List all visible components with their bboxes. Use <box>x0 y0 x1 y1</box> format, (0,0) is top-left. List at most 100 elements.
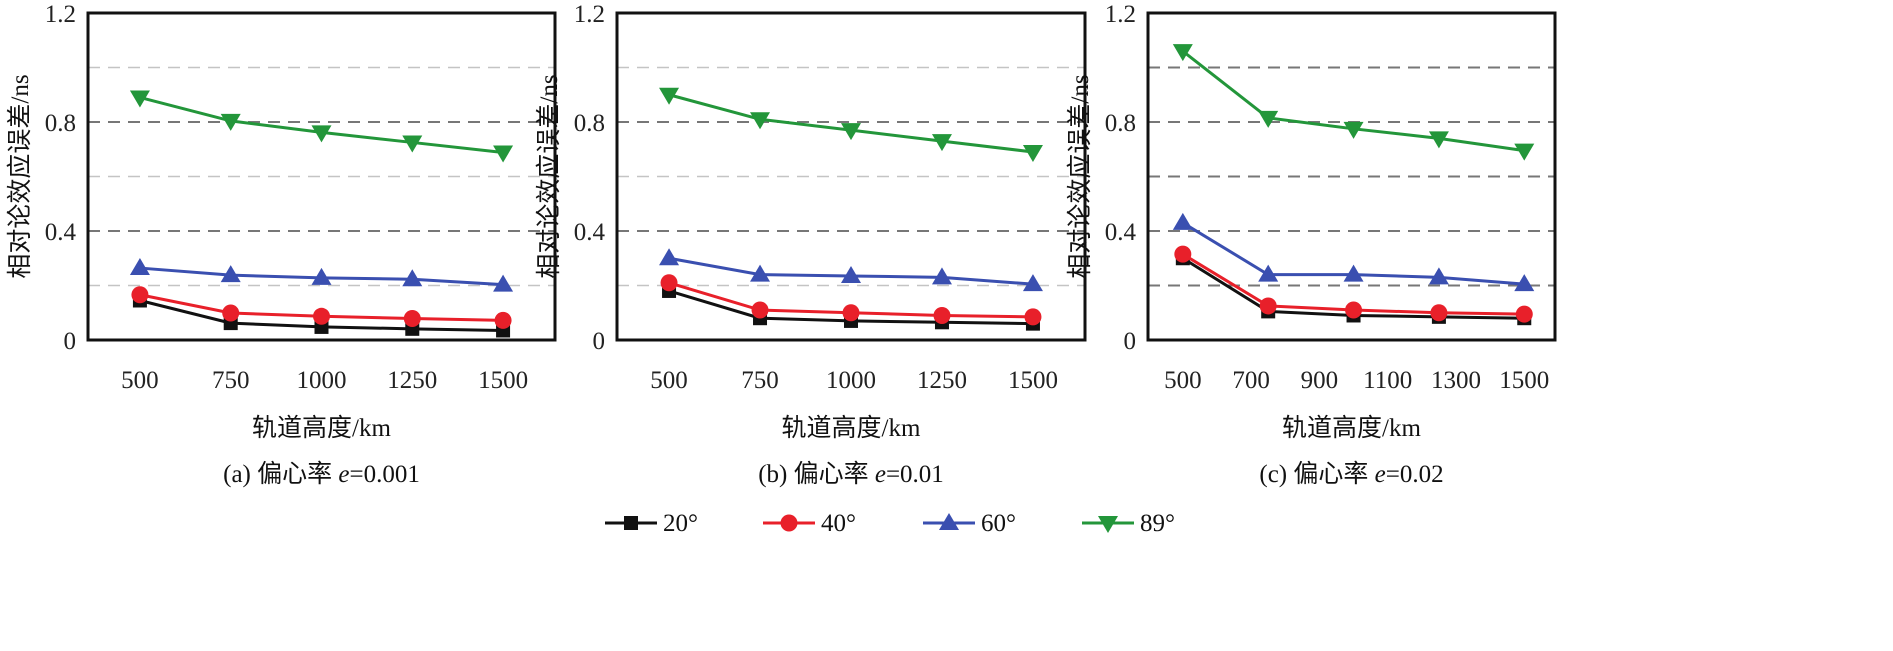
y-tick-label: 0.8 <box>574 110 605 137</box>
caption-variable: e <box>1375 461 1386 488</box>
data-point <box>1515 305 1533 323</box>
y-tick-label: 0.8 <box>45 110 76 137</box>
data-point <box>1174 245 1192 263</box>
data-point <box>313 307 330 325</box>
legend-label: 40° <box>821 510 856 537</box>
x-axis-label: 轨道高度/km <box>252 414 391 442</box>
data-point <box>1514 143 1535 161</box>
data-point <box>220 113 241 131</box>
data-point <box>1172 212 1193 230</box>
data-point <box>842 304 860 322</box>
x-tick-label: 750 <box>741 367 779 394</box>
x-tick-label: 500 <box>650 367 688 394</box>
data-point <box>750 112 771 130</box>
panel-caption: (a) 偏心率 e=0.001 <box>223 460 420 488</box>
legend-label: 89° <box>1140 510 1175 537</box>
data-point <box>751 301 769 319</box>
plot-frame <box>86 11 557 342</box>
data-point <box>220 265 241 283</box>
x-tick-label: 1100 <box>1363 367 1412 394</box>
legend-item: 60° <box>923 510 1016 537</box>
data-point <box>1345 301 1363 319</box>
data-point <box>129 90 150 108</box>
y-tick-label: 1.2 <box>574 1 605 28</box>
data-point <box>1343 264 1364 282</box>
x-tick-label: 1500 <box>1499 367 1549 394</box>
series-line-89deg <box>139 96 504 155</box>
data-point <box>403 309 421 327</box>
y-tick-label: 0.4 <box>1105 219 1137 246</box>
data-point <box>1259 297 1277 315</box>
legend-label: 20° <box>663 510 698 537</box>
x-tick-label: 700 <box>1232 367 1270 394</box>
x-axis-label: 轨道高度/km <box>1282 414 1421 442</box>
plot-frame <box>1146 11 1557 342</box>
data-point <box>494 311 512 329</box>
legend-item: 89° <box>1082 510 1175 537</box>
data-point <box>1172 44 1193 62</box>
y-tick-label: 0.8 <box>1105 110 1136 137</box>
x-tick-label: 500 <box>121 367 159 394</box>
data-point <box>1430 304 1448 322</box>
legend-marker <box>1098 516 1118 533</box>
x-tick-label: 900 <box>1301 367 1339 394</box>
caption-prefix: (b) 偏心率 <box>758 460 875 488</box>
data-point <box>1428 131 1449 149</box>
caption-value: =0.001 <box>350 461 420 488</box>
legend-label: 60° <box>981 510 1016 537</box>
y-tick-label: 1.2 <box>1105 1 1136 28</box>
data-point <box>311 267 332 285</box>
caption-prefix: (a) 偏心率 <box>223 460 338 488</box>
y-axis-label: 相对论效应误差/ns <box>1066 74 1094 278</box>
x-tick-label: 1300 <box>1431 367 1481 394</box>
caption-variable: e <box>338 461 349 488</box>
plot-frame <box>615 11 1087 342</box>
data-point <box>1343 121 1364 139</box>
y-tick-label: 0 <box>64 328 77 355</box>
y-tick-label: 0.4 <box>574 219 606 246</box>
x-tick-label: 1000 <box>297 367 347 394</box>
caption-variable: e <box>875 461 886 488</box>
caption-prefix: (c) 偏心率 <box>1259 460 1374 488</box>
data-point <box>1022 144 1043 162</box>
data-point <box>660 274 678 292</box>
chart-panel-b: 0 0.4 0.8 1.2 500 750 1000 1250 1500 相对论效应误差/ns 轨道… <box>535 1 1087 488</box>
legend-item: 20° <box>605 510 698 537</box>
data-point <box>1258 110 1279 128</box>
data-point <box>933 306 951 324</box>
data-point <box>1514 274 1535 292</box>
data-point <box>493 145 514 163</box>
data-point <box>750 264 771 282</box>
chart-panel-a: 0 0.4 0.8 1.2 500 750 1000 1250 1500 相对论效应误差/ns 轨道… <box>6 1 557 488</box>
data-point <box>129 258 150 276</box>
x-tick-label: 1250 <box>917 367 967 394</box>
caption-value: =0.02 <box>1386 461 1444 488</box>
y-axis-label: 相对论效应误差/ns <box>535 74 563 278</box>
data-point <box>1024 308 1042 326</box>
legend-marker <box>939 513 959 530</box>
y-tick-label: 1.2 <box>45 1 76 28</box>
data-point <box>493 274 514 292</box>
x-axis-label: 轨道高度/km <box>782 414 921 442</box>
data-point <box>1428 267 1449 285</box>
x-tick-label: 1250 <box>387 367 437 394</box>
data-point <box>1022 274 1043 292</box>
data-point <box>931 267 952 285</box>
legend-marker <box>780 514 798 532</box>
caption-value: =0.01 <box>886 461 944 488</box>
data-point <box>311 125 332 143</box>
data-point <box>402 269 423 287</box>
legend: 20° 40° 60° 89° <box>605 510 1175 537</box>
y-tick-label: 0 <box>593 328 606 355</box>
x-tick-label: 1500 <box>1008 367 1058 394</box>
panel-caption: (c) 偏心率 e=0.02 <box>1259 460 1443 488</box>
y-tick-label: 0 <box>1124 328 1137 355</box>
legend-marker <box>624 516 638 530</box>
data-point <box>841 265 861 283</box>
panel-caption: (b) 偏心率 e=0.01 <box>758 460 944 488</box>
chart-panel-c: 0 0.4 0.8 1.2 500 700 900 1100 1300 1500 相对论效应误差/n… <box>1066 1 1557 488</box>
y-tick-label: 0.4 <box>45 219 77 246</box>
x-tick-label: 500 <box>1164 367 1202 394</box>
data-point <box>659 87 680 105</box>
